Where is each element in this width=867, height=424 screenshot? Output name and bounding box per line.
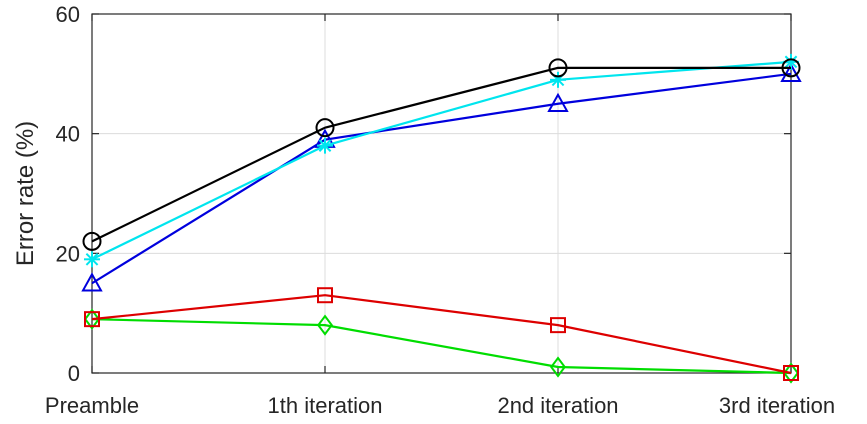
series-circle — [82, 58, 801, 251]
square-marker — [783, 365, 799, 381]
x-tick-label: Preamble — [45, 393, 139, 418]
series-line — [91, 66, 791, 243]
series-line — [91, 318, 792, 375]
asterisk-stroke — [784, 55, 798, 69]
y-tick-label: 40 — [56, 122, 80, 147]
series-diamond — [84, 308, 799, 384]
x-tick-label: 3rd iteration — [719, 393, 835, 418]
circle-marker — [315, 118, 335, 138]
circle-marker — [548, 58, 568, 78]
series-square — [84, 287, 799, 381]
series-line — [91, 72, 792, 285]
y-tick-label: 20 — [56, 241, 80, 266]
triangle-marker — [780, 62, 802, 83]
plot-area-box — [91, 13, 792, 374]
triangle-marker — [547, 92, 569, 112]
x-tick-label: 2nd iteration — [497, 393, 618, 418]
diamond-marker — [550, 356, 566, 378]
diamond-marker — [84, 308, 100, 330]
labels-layer: 0 20 40 60 Preamble 1th iteration 2nd iteratio… — [45, 2, 835, 418]
circle-marker — [781, 58, 801, 78]
square-marker — [550, 317, 566, 334]
y-tick-label: 60 — [56, 2, 80, 27]
axes-layer — [91, 13, 792, 374]
asterisk-stroke — [318, 139, 332, 152]
asterisk-marker — [317, 137, 333, 154]
circle-marker — [82, 231, 102, 251]
diamond-marker — [317, 314, 333, 336]
series-line — [91, 294, 792, 375]
y-tick-label: 0 — [68, 361, 80, 386]
x-tick-label: 1th iteration — [268, 393, 383, 418]
square-marker — [84, 311, 100, 328]
series-line — [91, 60, 792, 261]
triangle-marker — [81, 272, 103, 292]
square-marker — [317, 287, 333, 304]
y-axis-title: Error rate (%) — [12, 121, 39, 266]
asterisk-marker — [84, 251, 100, 268]
asterisk-stroke — [85, 253, 99, 266]
series-layer — [81, 53, 802, 384]
diamond-marker — [783, 362, 799, 384]
